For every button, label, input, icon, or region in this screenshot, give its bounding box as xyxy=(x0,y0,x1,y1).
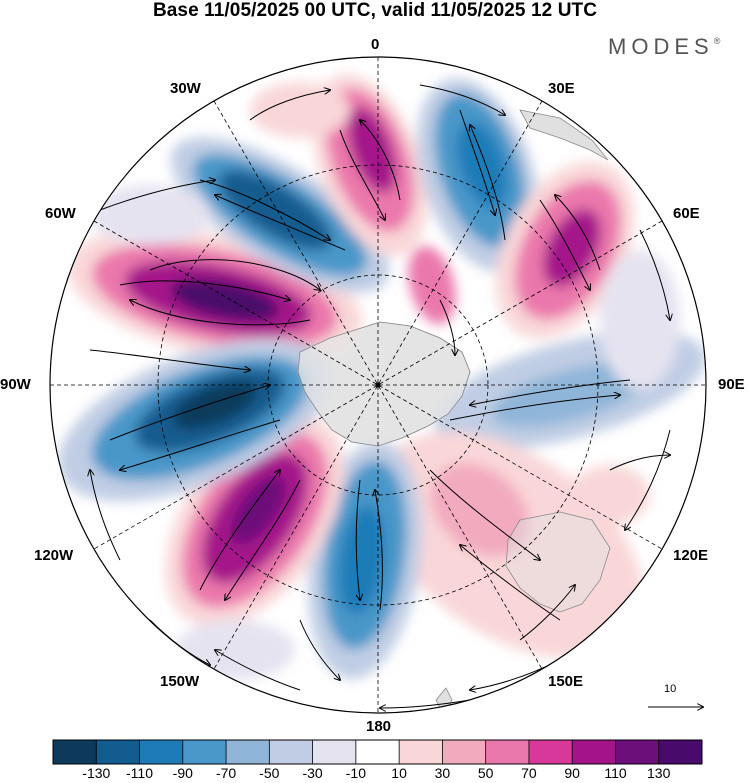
colorbar-swatch xyxy=(442,740,486,764)
lon-label-120e: 120E xyxy=(673,547,709,564)
lon-label-90e: 90E xyxy=(718,376,745,393)
colorbar-swatch xyxy=(485,740,530,764)
reference-vector-label: 10 xyxy=(664,683,677,695)
colorbar-tick-label: 70 xyxy=(521,765,537,781)
lon-label-150e: 150E xyxy=(548,673,584,690)
lon-label-90w: 90W xyxy=(0,376,31,393)
lon-label-180: 180 xyxy=(366,718,392,735)
lon-label-30w: 30W xyxy=(170,80,201,97)
colorbar-tick-label: 30 xyxy=(434,765,451,781)
brand-mark: ® xyxy=(713,36,721,46)
colorbar-swatch xyxy=(226,740,270,764)
colorbar-tick-label: -110 xyxy=(126,765,153,781)
map-disc xyxy=(50,57,706,713)
brand-text: MODES xyxy=(608,34,714,59)
map-boundary xyxy=(49,56,707,714)
colorbar xyxy=(52,739,703,765)
modes-logo: MODES® xyxy=(608,34,720,60)
lon-label-150w: 150W xyxy=(160,673,200,690)
colorbar-tick-label: -130 xyxy=(82,765,111,781)
colorbar-tick-label: 10 xyxy=(391,765,407,781)
colorbar-swatch xyxy=(615,740,660,764)
lon-label-60e: 60E xyxy=(673,205,700,222)
colorbar-swatch xyxy=(96,740,140,764)
colorbar-tick-label: 110 xyxy=(604,765,627,781)
colorbar-tick-label: 130 xyxy=(647,765,671,781)
colorbar-swatch xyxy=(658,740,703,764)
colorbar-swatch xyxy=(139,740,184,764)
anomaly-field xyxy=(58,74,706,680)
colorbar-tick-label: -50 xyxy=(259,765,280,781)
lon-label-30e: 30E xyxy=(548,80,575,97)
colorbar-swatch xyxy=(355,740,400,764)
colorbar-tick-label: 90 xyxy=(564,765,580,781)
colorbar-tick-label: 50 xyxy=(477,765,494,781)
colorbar-swatch xyxy=(269,740,313,764)
colorbar-swatch xyxy=(53,740,97,764)
lon-label-60w: 60W xyxy=(45,205,76,222)
colorbar-swatch xyxy=(312,740,357,764)
lon-label-120w: 120W xyxy=(34,547,74,564)
lon-label-0: 0 xyxy=(371,36,380,53)
colorbar-tick-label: -90 xyxy=(172,765,193,781)
wind-streamlines xyxy=(90,84,670,708)
map-title: Base 11/05/2025 00 UTC, valid 11/05/2025… xyxy=(152,0,598,21)
colorbar-tick-label: -10 xyxy=(345,765,366,781)
colorbar-swatch xyxy=(528,740,573,764)
colorbar-swatch xyxy=(399,740,443,764)
africa-land xyxy=(519,109,609,161)
colorbar-swatch xyxy=(182,740,227,764)
colorbar-tick-label: -70 xyxy=(215,765,237,781)
colorbar-tick-label: -30 xyxy=(302,765,323,781)
colorbar-swatch xyxy=(572,740,616,764)
colorbar-border xyxy=(52,739,703,765)
